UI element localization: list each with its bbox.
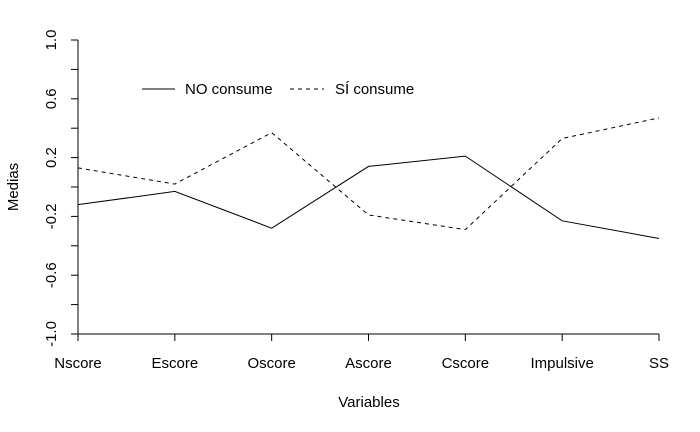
y-tick-label: -1.0 <box>43 321 60 347</box>
legend: NO consume SÍ consume <box>142 81 414 98</box>
y-tick-label: 0.2 <box>43 147 60 168</box>
y-ticks: -1.0 -0.6 -0.2 0.2 0.6 1.0 <box>43 30 78 347</box>
x-tick-label: Nscore <box>54 355 102 372</box>
x-tick-label: Cscore <box>442 355 490 372</box>
x-tick-label: Ascore <box>345 355 392 372</box>
x-tick-label: Impulsive <box>530 355 593 372</box>
series-line-0 <box>77 155 660 239</box>
y-axis-label: Medias <box>5 163 22 211</box>
legend-label-no-consume: NO consume <box>185 81 273 98</box>
y-tick-label: -0.6 <box>43 262 60 288</box>
x-axis-label: Variables <box>338 394 399 411</box>
series-line-1 <box>77 117 660 231</box>
x-tick-label: Escore <box>151 355 198 372</box>
legend-label-si-consume: SÍ consume <box>335 81 414 98</box>
x-tick-label: SS <box>649 355 669 372</box>
y-tick-label: 1.0 <box>43 30 60 51</box>
y-tick-label: -0.2 <box>43 203 60 229</box>
series-lines <box>77 117 660 239</box>
x-ticks: Nscore Escore Oscore Ascore Cscore Impulsive S… <box>54 334 669 372</box>
x-tick-label: Oscore <box>247 355 295 372</box>
y-tick-label: 0.6 <box>43 88 60 109</box>
